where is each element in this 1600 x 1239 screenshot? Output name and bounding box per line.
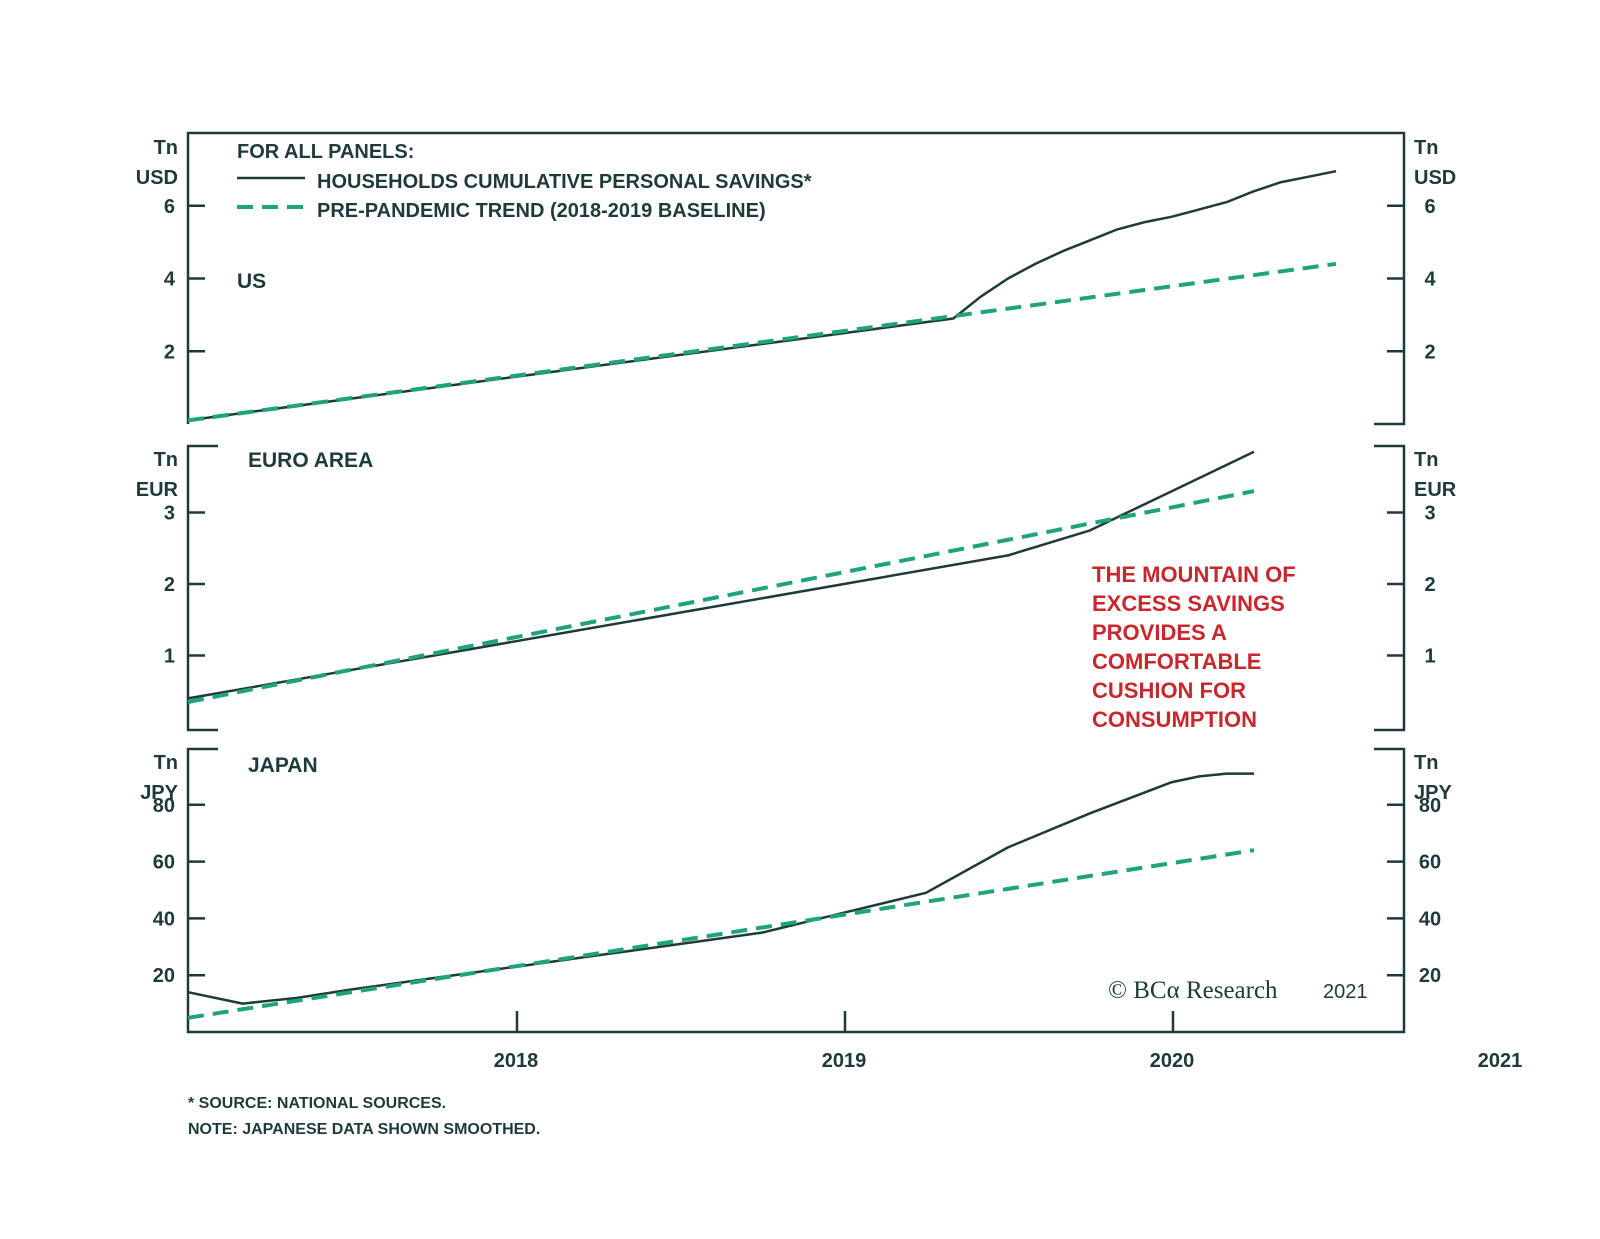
euro-trend-series [187, 489, 1255, 704]
euro-ytick-label-right-3: 3 [1424, 503, 1435, 525]
us-ytick-label-right-4: 4 [1424, 269, 1436, 291]
japan-panel-title: JAPAN [248, 754, 318, 777]
euro-actual-series [187, 450, 1255, 700]
euro-panel-title: EURO AREA [248, 449, 373, 472]
annotation: THE MOUNTAIN OF EXCESS SAVINGS PROVIDES … [1092, 562, 1296, 732]
bca-logo: © BCα Research 2021 [1108, 977, 1368, 1004]
logo-text: © BCα Research [1108, 977, 1278, 1004]
footnote-note: NOTE: JAPANESE DATA SHOWN SMOOTHED. [188, 1121, 540, 1138]
euro-unit-right-0: Tn [1414, 449, 1438, 471]
us-panel [186, 131, 1406, 426]
footnote-source: * SOURCE: NATIONAL SOURCES. [188, 1095, 446, 1112]
japan-panel-frame [186, 747, 1406, 1034]
annotation-line-1: THE MOUNTAIN OF [1092, 562, 1296, 587]
euro-ytick-label-left-2: 2 [164, 574, 175, 596]
us-panel-frame [186, 131, 1406, 426]
japan-panel [186, 747, 1406, 1034]
us-ytick-label-left-6: 6 [164, 196, 175, 218]
us-ytick-label-right-6: 6 [1424, 196, 1435, 218]
us-unit-left-1: USD [136, 167, 178, 189]
japan-unit-left-1: JPY [140, 782, 178, 804]
japan-ytick-label-left-40: 40 [153, 908, 175, 930]
us-panel-title: US [237, 270, 266, 293]
japan-ytick-label-right-20: 20 [1419, 965, 1441, 987]
euro-ytick-label-right-2: 2 [1424, 574, 1435, 596]
japan-trend-series [187, 848, 1255, 1020]
japan-ytick-label-right-60: 60 [1419, 852, 1441, 874]
legend: FOR ALL PANELS: HOUSEHOLDS CUMULATIVE PE… [237, 141, 812, 222]
euro-unit-left-0: Tn [154, 449, 178, 471]
japan-ytick-label-right-40: 40 [1419, 908, 1441, 930]
us-unit-right-1: USD [1414, 167, 1456, 189]
legend-trend-label: PRE-PANDEMIC TREND (2018-2019 BASELINE) [317, 200, 766, 222]
euro-ytick-label-left-1: 1 [164, 646, 175, 668]
us-ytick-label-left-4: 4 [164, 269, 176, 291]
euro-ytick-label-right-1: 1 [1424, 646, 1435, 668]
japan-ytick-label-left-60: 60 [153, 852, 175, 874]
x-label-2019: 2019 [822, 1050, 867, 1072]
japan-ytick-label-left-80: 80 [153, 795, 175, 817]
us-ytick-label-right-2: 2 [1424, 341, 1435, 363]
us-unit-left-0: Tn [154, 137, 178, 159]
y-axes [188, 204, 1404, 977]
labels-layer: US Tn Tn USD USD 2 2 4 4 6 6 EURO AREA Tn Tn EUR EUR 1 1 2… [136, 137, 1522, 1072]
japan-unit-right-0: Tn [1414, 752, 1438, 774]
annotation-line-6: CONSUMPTION [1092, 707, 1257, 732]
japan-unit-left-0: Tn [154, 752, 178, 774]
euro-unit-right-1: EUR [1414, 479, 1457, 501]
legend-heading: FOR ALL PANELS: [237, 141, 414, 163]
japan-ytick-label-left-20: 20 [153, 965, 175, 987]
us-unit-right-0: Tn [1414, 137, 1438, 159]
logo-year: 2021 [1323, 981, 1368, 1003]
annotation-line-2: EXCESS SAVINGS [1092, 591, 1285, 616]
japan-actual-series [187, 772, 1254, 1005]
x-label-2018: 2018 [494, 1050, 539, 1072]
legend-actual-label: HOUSEHOLDS CUMULATIVE PERSONAL SAVINGS* [317, 171, 812, 193]
us-ytick-label-left-2: 2 [164, 341, 175, 363]
x-label-2020: 2020 [1150, 1050, 1195, 1072]
annotation-line-3: PROVIDES A [1092, 620, 1227, 645]
japan-ytick-label-right-80: 80 [1419, 795, 1441, 817]
euro-ytick-label-left-3: 3 [164, 503, 175, 525]
euro-unit-left-1: EUR [136, 479, 179, 501]
euro-panel-frame [186, 444, 1406, 732]
x-label-2021: 2021 [1478, 1050, 1523, 1072]
annotation-line-5: CUSHION FOR [1092, 678, 1246, 703]
annotation-line-4: COMFORTABLE [1092, 649, 1261, 674]
series-layer [187, 169, 1337, 1020]
japan-unit-right-1: JPY [1414, 782, 1452, 804]
euro-panel [186, 444, 1406, 732]
us-trend-series [187, 261, 1337, 423]
